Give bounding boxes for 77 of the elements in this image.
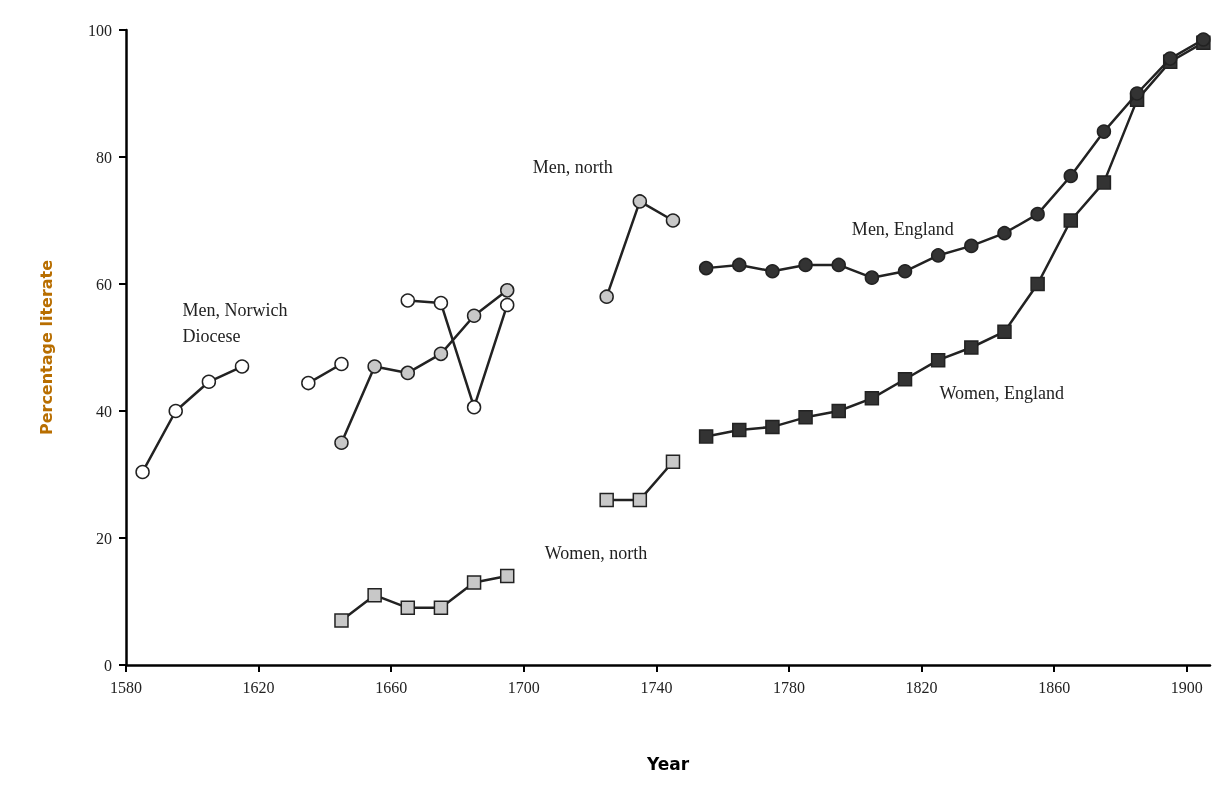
y-axis-title: Percentage literate [36, 259, 56, 436]
point [930, 248, 946, 263]
point [897, 372, 913, 387]
point [964, 340, 979, 355]
point [499, 568, 515, 584]
point [1063, 213, 1079, 228]
series-label: Women, England [939, 382, 1064, 403]
x-tick-label: 1660 [375, 678, 408, 696]
x-tick-label: 1900 [1170, 678, 1203, 696]
point [334, 435, 349, 450]
point [400, 600, 416, 616]
point [930, 352, 946, 368]
point [1096, 124, 1112, 139]
point [732, 422, 747, 438]
point [1063, 168, 1079, 184]
x-axis-title: Year [645, 753, 690, 774]
point [1129, 86, 1145, 101]
point [466, 399, 482, 415]
x-tick-label: 1780 [773, 678, 805, 696]
point [698, 429, 714, 444]
series-label: Men, England [851, 218, 954, 239]
point [466, 575, 482, 590]
point [367, 359, 382, 374]
point [433, 346, 449, 362]
point [499, 283, 515, 298]
point [732, 257, 747, 273]
x-tick-label: 1620 [242, 678, 275, 696]
point [433, 295, 449, 311]
point [831, 257, 846, 273]
point [997, 225, 1012, 241]
point [964, 238, 979, 254]
point [798, 410, 813, 425]
series-label: Men, north [532, 156, 613, 177]
y-tick-label: 60 [96, 275, 112, 293]
point [135, 464, 150, 480]
point [466, 308, 482, 323]
point [334, 613, 349, 628]
point [1030, 276, 1045, 292]
point [1030, 206, 1045, 222]
y-tick-label: 100 [88, 21, 112, 39]
point [665, 454, 681, 470]
text: Men, Norwich Diocese [182, 299, 293, 346]
point [897, 264, 913, 279]
point [499, 297, 515, 313]
point [765, 264, 780, 279]
series-label: Women, north [544, 542, 648, 563]
point [864, 270, 880, 285]
point [831, 403, 846, 419]
point [632, 492, 648, 508]
point [400, 293, 416, 308]
point [1096, 175, 1112, 190]
y-tick-label: 40 [96, 402, 112, 420]
point [599, 492, 614, 508]
x-tick-label: 1820 [905, 678, 938, 696]
point [798, 257, 813, 273]
point [599, 289, 614, 304]
point [698, 260, 714, 276]
x-tick-label: 1580 [110, 678, 142, 696]
point [234, 359, 250, 374]
x-tick-label: 1740 [640, 678, 673, 696]
point [765, 419, 780, 435]
point [168, 403, 183, 419]
point [201, 374, 217, 390]
point [334, 356, 349, 372]
point [864, 391, 880, 406]
x-tick-label: 1700 [507, 678, 540, 696]
y-tick-label: 80 [96, 148, 112, 166]
point [367, 587, 382, 603]
point [632, 194, 648, 209]
point [997, 324, 1012, 339]
point [400, 365, 416, 381]
point [433, 600, 449, 616]
x-tick-label: 1860 [1038, 678, 1071, 696]
point [665, 213, 681, 228]
y-tick-label: 0 [104, 656, 112, 674]
y-tick-label: 20 [96, 529, 112, 547]
point [301, 375, 316, 391]
